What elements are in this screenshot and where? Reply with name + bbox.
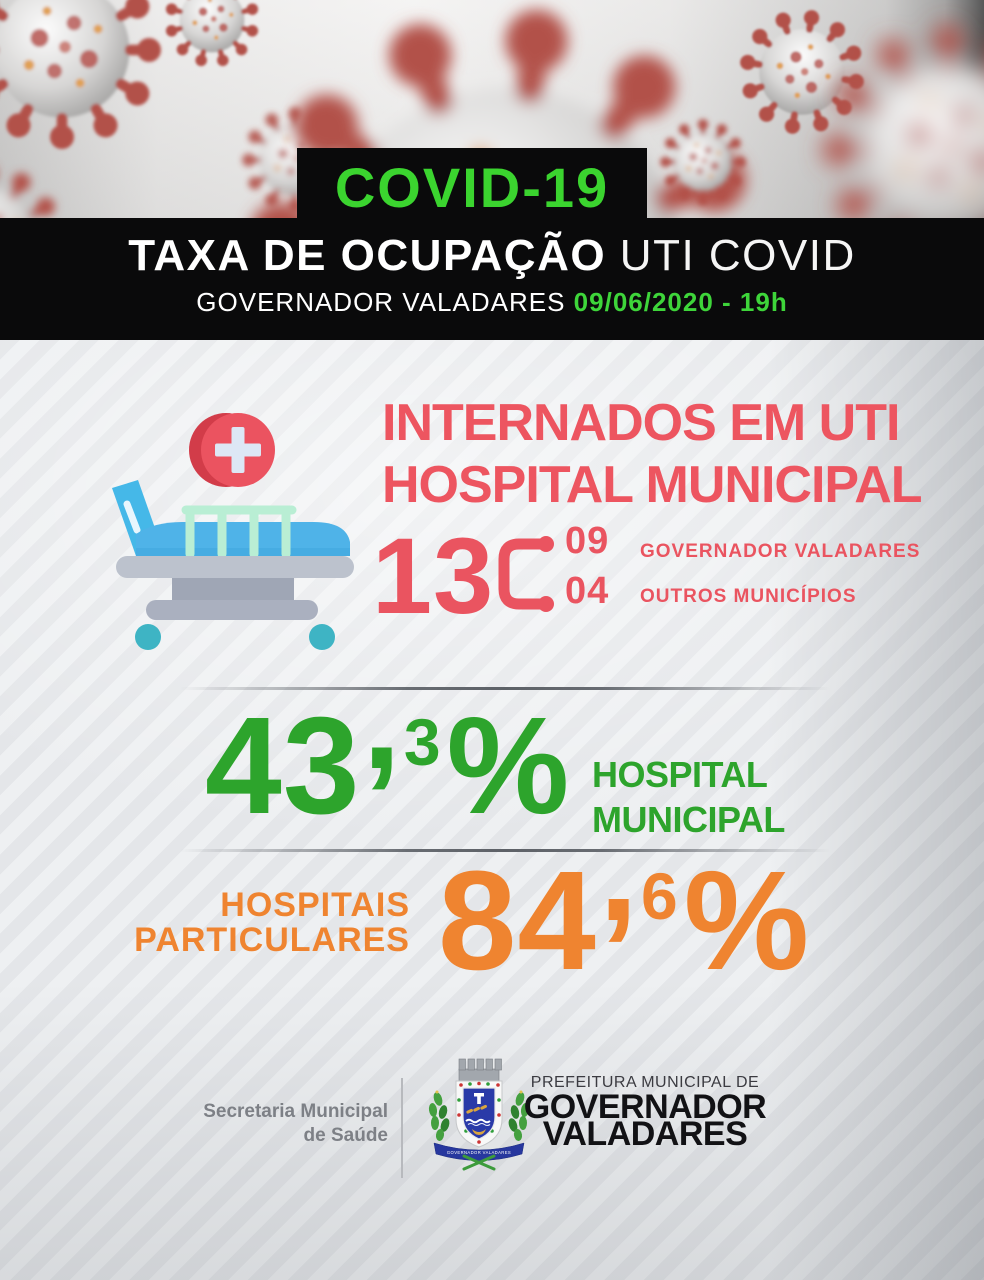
- city-coat-of-arms: GOVERNADOR VALADARES: [428, 1058, 530, 1171]
- private-rate-label-line1: HOSPITAIS: [220, 886, 410, 924]
- poster-title: TAXA DE OCUPAÇÃO UTI COVID: [0, 232, 984, 280]
- municipal-occupancy-rate: 43, 3%: [205, 652, 570, 843]
- private-rate-decimal: 6: [641, 859, 678, 933]
- icu-heading-line2: HOSPITAL MUNICIPAL: [382, 456, 923, 514]
- content-area: INTERNADOS EM UTI HOSPITAL MUNICIPAL 13 …: [0, 340, 984, 1280]
- poster-subtitle: GOVERNADOR VALADARES 09/06/2020 - 19h: [0, 288, 984, 316]
- section-divider: [180, 849, 830, 852]
- icu-total-count: 13: [372, 515, 495, 636]
- private-rate-separator: ,: [598, 792, 639, 950]
- hero-virus-banner: COVID-19 TAXA DE OCUPAÇÃO UTI COVID GOVE…: [0, 0, 984, 340]
- icu-heading: INTERNADOS EM UTI HOSPITAL MUNICIPAL: [382, 392, 923, 516]
- poster-title-light: UTI COVID: [606, 231, 856, 280]
- municipal-rate-label: HOSPITAL MUNICIPAL: [592, 752, 785, 842]
- icu-count-gv: 09: [565, 520, 610, 562]
- title-band: TAXA DE OCUPAÇÃO UTI COVID GOVERNADOR VA…: [0, 218, 984, 340]
- private-rate-label: HOSPITAIS PARTICULARES: [120, 888, 410, 958]
- icu-heading-line1: INTERNADOS EM UTI: [382, 394, 900, 452]
- private-rate-label-line2: PARTICULARES: [134, 921, 410, 959]
- icu-label-gv: GOVERNADOR VALADARES: [640, 541, 921, 562]
- private-occupancy-rate: 84, 6%: [438, 801, 810, 999]
- subtitle-city: GOVERNADOR VALADARES: [196, 287, 574, 317]
- private-rate-int: 84: [438, 841, 597, 999]
- footer-divider: [401, 1078, 403, 1178]
- municipal-rate-int: 43: [205, 689, 361, 843]
- crest-banner-text: GOVERNADOR VALADARES: [447, 1150, 511, 1155]
- bracket-connector-icon: [498, 536, 554, 612]
- covid-badge: COVID-19: [297, 148, 647, 222]
- city-name-line1: GOVERNADOR: [523, 1088, 767, 1126]
- municipal-rate-decimal: 3: [403, 705, 441, 779]
- city-name-line2: VALADARES: [542, 1115, 748, 1153]
- health-secretariat-line2: de Saúde: [303, 1125, 388, 1146]
- private-rate-percent: %: [683, 841, 810, 999]
- municipal-rate-label-line1: HOSPITAL: [592, 754, 768, 795]
- poster-title-strong: TAXA DE OCUPAÇÃO: [128, 231, 607, 280]
- municipal-rate-label-line2: MUNICIPAL: [592, 799, 785, 840]
- icu-count-others: 04: [565, 570, 610, 612]
- municipal-rate-percent: %: [446, 689, 570, 843]
- municipal-rate-separator: ,: [362, 644, 401, 798]
- section-divider: [180, 687, 830, 690]
- health-secretariat-line1: Secretaria Municipal: [203, 1101, 388, 1122]
- health-secretariat-label: Secretaria Municipal de Saúde: [168, 1100, 388, 1148]
- covid-badge-label: COVID-19: [334, 156, 610, 219]
- subtitle-datetime: 09/06/2020 - 19h: [573, 287, 788, 317]
- icu-label-others: OUTROS MUNICÍPIOS: [640, 586, 857, 607]
- prefeitura-label: PREFEITURA MUNICIPAL DE: [530, 1074, 760, 1091]
- hospital-bed-icon: [112, 413, 354, 650]
